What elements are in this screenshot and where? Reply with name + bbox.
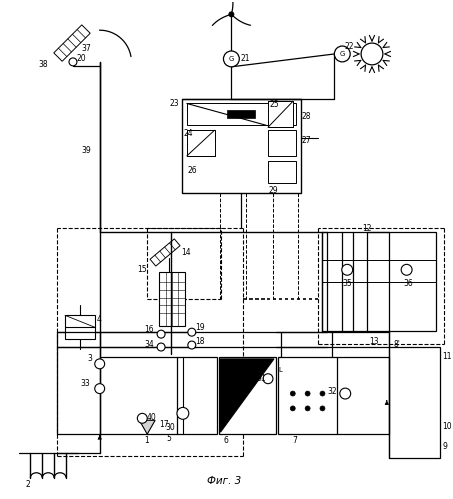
Bar — [278, 357, 337, 434]
Text: G: G — [229, 56, 234, 62]
Text: 29: 29 — [268, 186, 278, 195]
Polygon shape — [221, 359, 274, 432]
Text: 15: 15 — [138, 265, 147, 274]
Circle shape — [229, 12, 234, 17]
Circle shape — [305, 406, 310, 411]
Text: 31: 31 — [256, 374, 266, 383]
Circle shape — [223, 51, 239, 67]
Circle shape — [188, 341, 196, 349]
Polygon shape — [140, 420, 155, 434]
Bar — [227, 110, 255, 118]
Text: 7: 7 — [293, 436, 298, 445]
Circle shape — [340, 388, 351, 399]
Text: 6: 6 — [223, 436, 228, 445]
Circle shape — [320, 406, 325, 411]
Circle shape — [69, 58, 77, 66]
Text: 19: 19 — [195, 323, 204, 332]
Circle shape — [361, 43, 383, 65]
Text: 35: 35 — [342, 279, 352, 288]
Circle shape — [305, 391, 310, 396]
Circle shape — [263, 374, 273, 384]
Text: 10: 10 — [442, 422, 452, 431]
Text: G: G — [340, 51, 345, 57]
Text: 22: 22 — [344, 42, 354, 51]
Circle shape — [188, 328, 196, 336]
Text: 23: 23 — [169, 98, 179, 107]
Text: 5: 5 — [166, 434, 171, 443]
Text: 30: 30 — [165, 423, 175, 432]
Circle shape — [290, 391, 295, 396]
Bar — [177, 357, 217, 434]
Bar — [323, 232, 436, 331]
Text: 37: 37 — [82, 44, 92, 53]
Bar — [218, 357, 276, 434]
Text: 1: 1 — [144, 436, 149, 445]
Text: 21: 21 — [240, 54, 250, 63]
Bar — [389, 347, 440, 458]
Text: 32: 32 — [328, 387, 337, 396]
Bar — [187, 103, 296, 125]
Bar — [187, 130, 215, 156]
Text: 14: 14 — [181, 248, 191, 257]
Circle shape — [95, 359, 105, 369]
Text: 18: 18 — [195, 337, 204, 346]
Circle shape — [95, 384, 105, 394]
Text: B: B — [256, 374, 261, 380]
Bar — [268, 101, 293, 127]
Text: 13: 13 — [369, 337, 379, 346]
Text: A: A — [256, 367, 261, 373]
Text: 26: 26 — [188, 166, 198, 175]
Bar — [65, 315, 95, 339]
Bar — [268, 161, 296, 183]
Circle shape — [157, 343, 165, 351]
Circle shape — [290, 406, 295, 411]
Text: 24: 24 — [184, 129, 193, 138]
Circle shape — [342, 264, 353, 275]
Text: 16: 16 — [145, 325, 154, 334]
Text: 17: 17 — [159, 420, 169, 429]
Text: 27: 27 — [302, 136, 311, 145]
Text: Фиг. 3: Фиг. 3 — [207, 476, 241, 486]
Text: 40: 40 — [146, 413, 156, 422]
Circle shape — [137, 413, 147, 423]
Text: 11: 11 — [442, 352, 452, 361]
Circle shape — [157, 330, 165, 338]
Text: 12: 12 — [362, 224, 371, 233]
Circle shape — [334, 46, 350, 62]
Text: 25: 25 — [269, 100, 279, 109]
Text: 34: 34 — [145, 339, 154, 349]
Bar — [159, 272, 185, 326]
Circle shape — [320, 391, 325, 396]
Text: 4: 4 — [97, 315, 101, 324]
Text: 38: 38 — [39, 60, 48, 69]
Text: 28: 28 — [302, 112, 311, 121]
Text: 33: 33 — [80, 379, 90, 388]
Text: 2: 2 — [25, 480, 30, 489]
Text: 3: 3 — [88, 354, 93, 363]
Bar — [268, 130, 296, 156]
Circle shape — [177, 407, 189, 419]
Text: L: L — [278, 367, 282, 373]
Text: 36: 36 — [404, 279, 414, 288]
Text: 8': 8' — [394, 340, 400, 349]
Circle shape — [401, 264, 412, 275]
Text: 20: 20 — [77, 54, 87, 63]
Bar — [182, 98, 301, 193]
Text: 39: 39 — [82, 147, 92, 156]
Text: 9: 9 — [442, 442, 447, 451]
